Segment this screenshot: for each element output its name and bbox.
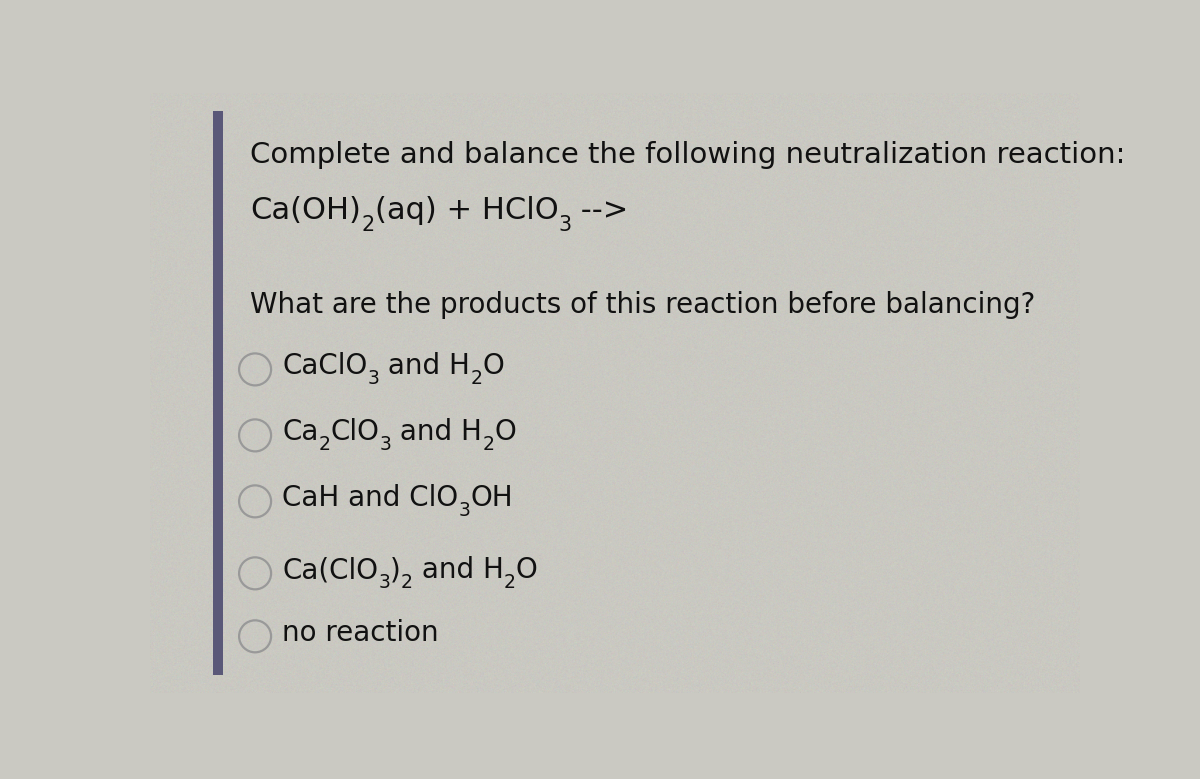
Text: CaH and ClO: CaH and ClO: [282, 485, 458, 512]
Text: 2: 2: [470, 369, 482, 389]
Text: OH: OH: [470, 485, 512, 512]
Text: 3: 3: [558, 215, 571, 234]
Text: and H: and H: [391, 418, 482, 446]
Text: 3: 3: [378, 573, 390, 592]
Text: ClO: ClO: [331, 418, 379, 446]
Text: O: O: [482, 352, 504, 380]
Text: Ca: Ca: [282, 418, 319, 446]
Text: 3: 3: [379, 435, 391, 454]
Text: (aq) + HClO: (aq) + HClO: [374, 196, 558, 225]
Text: 2: 2: [361, 215, 374, 234]
Text: 2: 2: [401, 573, 413, 592]
Text: and H: and H: [379, 352, 470, 380]
Text: -->: -->: [571, 196, 629, 225]
Text: 3: 3: [367, 369, 379, 389]
Text: 2: 2: [482, 435, 494, 454]
Text: Ca(ClO: Ca(ClO: [282, 556, 378, 584]
Text: Complete and balance the following neutralization reaction:: Complete and balance the following neutr…: [251, 142, 1126, 170]
Text: no reaction: no reaction: [282, 619, 439, 647]
Text: 3: 3: [458, 502, 470, 520]
Text: CaClO: CaClO: [282, 352, 367, 380]
Text: What are the products of this reaction before balancing?: What are the products of this reaction b…: [251, 291, 1036, 319]
Text: 2: 2: [319, 435, 331, 454]
FancyBboxPatch shape: [214, 111, 222, 675]
Text: O: O: [516, 556, 538, 584]
Text: and H: and H: [413, 556, 504, 584]
Text: Ca(OH): Ca(OH): [251, 196, 361, 225]
Text: O: O: [494, 418, 516, 446]
Text: 2: 2: [504, 573, 516, 592]
Text: ): ): [390, 556, 401, 584]
